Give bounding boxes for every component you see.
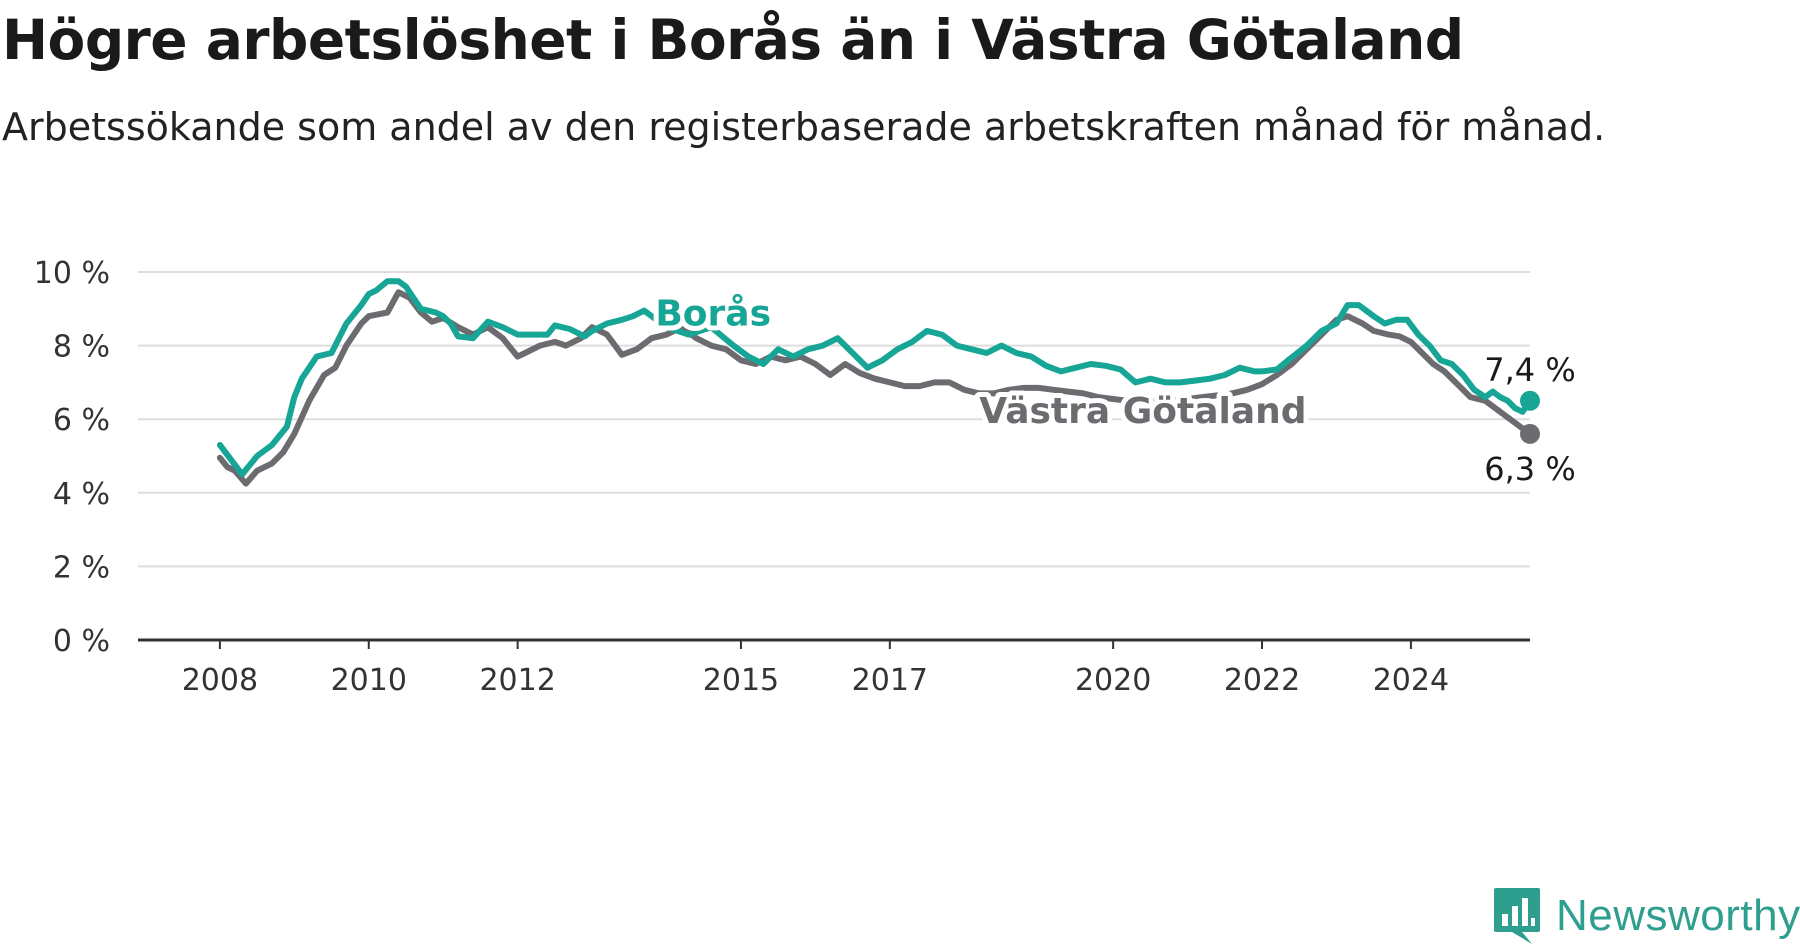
chart-subtitle: Arbetssökande som andel av den registerb… <box>2 105 1606 149</box>
end-point-boras <box>1520 390 1540 411</box>
end-value-boras: 7,4 % <box>1484 351 1575 389</box>
end-point-vastra-gotaland <box>1520 423 1540 444</box>
brand-name: Newsworthy <box>1556 891 1800 940</box>
chart-title: Högre arbetslöshet i Borås än i Västra G… <box>2 8 1464 72</box>
end-value-vastra-gotaland: 6,3 % <box>1484 450 1575 488</box>
series-label-vastra-gotaland: Västra Götaland <box>979 391 1306 432</box>
series-labels: Borås Västra Götaland 7,4 % 6,3 % <box>650 288 1575 488</box>
series-line-boras <box>216 278 1533 478</box>
series-lines <box>216 278 1540 487</box>
y-axis-tick-labels: 0 % 2 % 4 % 6 % 8 % 10 % <box>34 256 110 659</box>
gridlines <box>138 271 1530 642</box>
x-tick-label: 2015 <box>703 663 779 698</box>
y-tick-label: 10 % <box>34 256 110 291</box>
y-tick-label: 4 % <box>53 477 110 512</box>
x-tick-label: 2022 <box>1224 663 1300 698</box>
newsworthy-logo: Newsworthy <box>1492 886 1800 946</box>
series-label-boras: Borås <box>655 293 771 334</box>
x-tick-label: 2017 <box>852 663 928 698</box>
series-line-vastra-gotaland <box>216 289 1533 487</box>
y-tick-label: 6 % <box>53 403 110 438</box>
x-axis-tick-labels: 2008 2010 2012 2015 2017 2020 2022 2024 <box>182 640 1449 698</box>
x-tick-label: 2024 <box>1373 663 1449 698</box>
y-tick-label: 0 % <box>53 624 110 659</box>
y-tick-label: 8 % <box>53 330 110 365</box>
x-tick-label: 2012 <box>479 663 555 698</box>
x-tick-label: 2008 <box>182 663 258 698</box>
newsworthy-chart-icon <box>1494 888 1540 944</box>
y-tick-label: 2 % <box>53 550 110 585</box>
x-tick-label: 2020 <box>1075 663 1151 698</box>
x-tick-label: 2010 <box>331 663 407 698</box>
